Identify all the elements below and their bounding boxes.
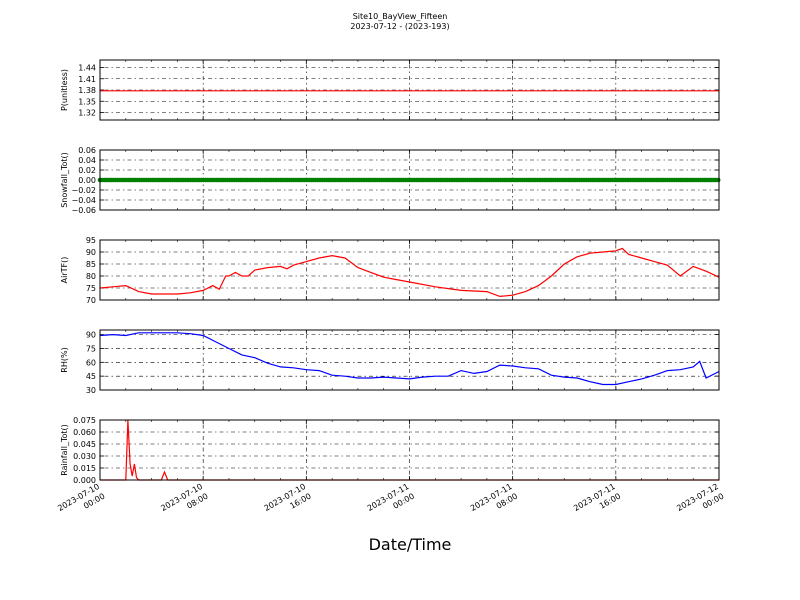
y-axis-label: AirTF() [60, 257, 69, 284]
y-tick-label: 75 [86, 284, 96, 293]
y-tick-label: 1.35 [78, 97, 96, 106]
y-tick-label: 95 [86, 236, 96, 245]
panel-4: 30 45 60 75 90 RH(%) [60, 329, 720, 395]
y-tick-label: 0.02 [78, 166, 96, 175]
y-tick-label: −0.06 [71, 206, 96, 215]
y-tick-label: 0.04 [78, 156, 96, 165]
y-axis-label: RH(%) [60, 347, 69, 372]
y-axis-label: Snowfall_Tot() [60, 152, 69, 208]
panel-frame [99, 239, 720, 301]
y-tick-label: 0.000 [73, 476, 96, 485]
y-tick-label: 90 [86, 248, 96, 257]
y-axis-label: P(unitless) [60, 69, 69, 111]
y-tick-label: 0.060 [73, 428, 96, 437]
panel-2: −0.06−0.04−0.020.000.020.040.06 Snowfall_… [60, 146, 721, 215]
y-tick-label: 0.030 [73, 452, 96, 461]
y-tick-label: 1.32 [78, 109, 96, 118]
y-tick-label: 1.41 [78, 75, 96, 84]
y-tick-label: 60 [86, 358, 96, 367]
y-tick-label: 1.38 [78, 86, 96, 95]
y-tick-label: 80 [86, 272, 96, 281]
series-line [99, 332, 720, 386]
y-tick-label: −0.04 [71, 196, 96, 205]
y-tick-label: 45 [86, 372, 96, 381]
y-tick-label: 75 [86, 344, 96, 353]
data-point [715, 177, 721, 183]
series-line [99, 247, 720, 298]
y-tick-label: 0.015 [73, 464, 96, 473]
panel-1: 1.32 1.35 1.38 1.41 1.44 P(unitless) [60, 59, 720, 121]
y-tick-label: 90 [86, 331, 96, 340]
y-tick-label: 0.06 [78, 146, 96, 155]
panel-frame [99, 149, 720, 211]
y-tick-label: 0.00 [78, 176, 96, 185]
y-tick-label: 0.045 [73, 440, 96, 449]
panel-3: 70 75 80 85 90 95 AirTF() [60, 236, 720, 305]
y-tick-label: 85 [86, 260, 96, 269]
y-axis-label: Rainfall_Tot() [60, 424, 69, 476]
chart-title: Site10_BayView_Fifteen [353, 12, 448, 21]
y-tick-label: 70 [86, 296, 96, 305]
y-tick-label: −0.02 [71, 186, 96, 195]
y-tick-label: 0.075 [73, 416, 96, 425]
chart-subtitle: 2023-07-12 - (2023-193) [350, 22, 449, 31]
series-markers [97, 177, 721, 183]
y-tick-label: 30 [86, 386, 96, 395]
y-tick-label: 1.44 [78, 64, 96, 73]
x-axis-label: Date/Time [369, 535, 452, 554]
panel-frame [99, 329, 720, 391]
panel-5: 0.000 0.015 0.030 0.045 0.060 0.075 Rainfall_T… [60, 416, 720, 485]
panel-frame [99, 419, 720, 481]
panel-frame [99, 59, 720, 121]
